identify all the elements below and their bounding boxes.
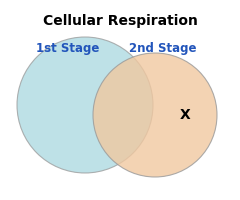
- Text: 1st Stage: 1st Stage: [36, 42, 100, 55]
- Text: 2nd Stage: 2nd Stage: [129, 42, 197, 55]
- Text: Cellular Respiration: Cellular Respiration: [42, 14, 198, 28]
- Circle shape: [93, 53, 217, 177]
- Text: X: X: [180, 108, 190, 122]
- Circle shape: [17, 37, 153, 173]
